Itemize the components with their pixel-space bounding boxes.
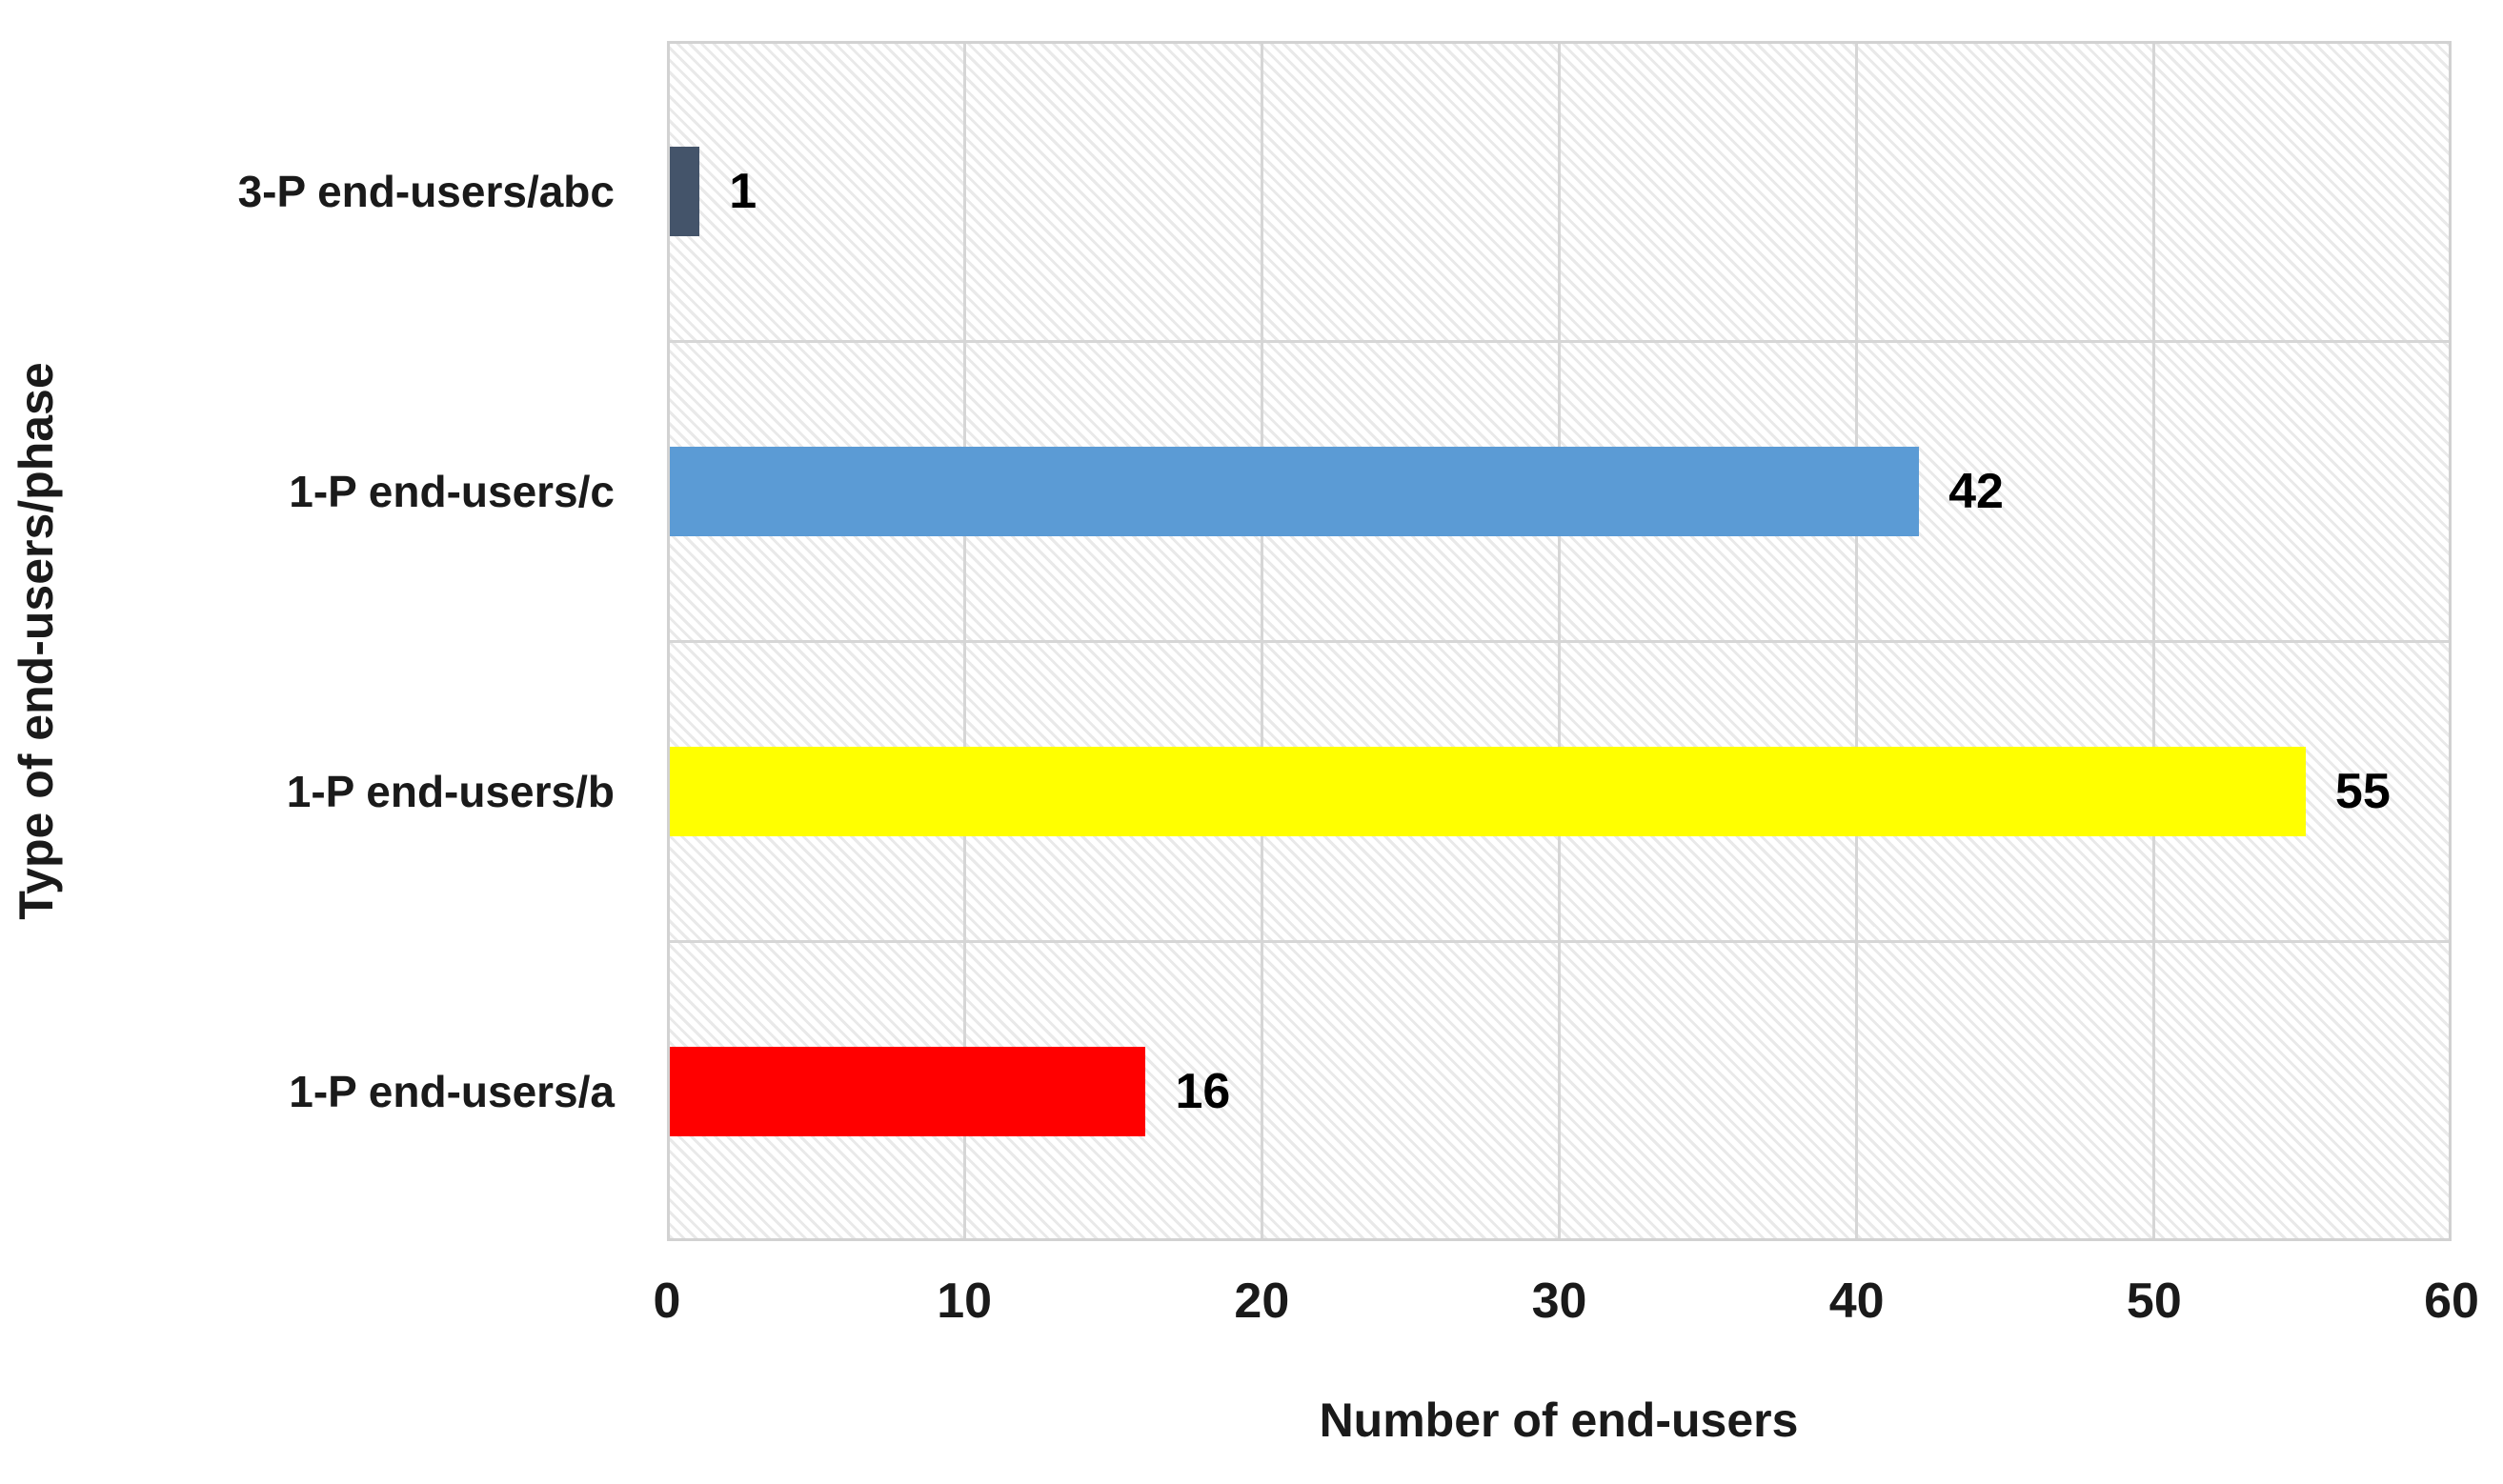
bar-value-label: 55: [2334, 763, 2391, 819]
y-axis-title: Type of end-users/phase: [10, 362, 63, 920]
category-label: 1-P end-users/c: [289, 466, 615, 516]
x-tick-label: 0: [653, 1273, 681, 1329]
gridline-horizontal: [670, 939, 2449, 943]
bar-value-label: 1: [729, 163, 757, 219]
x-tick-label: 60: [2424, 1273, 2479, 1329]
x-tick-label: 50: [2126, 1273, 2182, 1329]
x-tick-label: 30: [1531, 1273, 1587, 1329]
gridline-horizontal: [670, 639, 2449, 643]
plot-area: [667, 41, 2452, 1241]
x-tick-label: 40: [1828, 1273, 1885, 1329]
bar-1-p-end-users-b: [670, 746, 2306, 836]
bar-3-p-end-users-abc: [670, 146, 700, 236]
bar-1-p-end-users-a: [670, 1046, 1146, 1136]
bar-1-p-end-users-c: [670, 446, 1920, 536]
bar-value-label: 16: [1175, 1063, 1231, 1119]
x-tick-label: 10: [937, 1273, 993, 1329]
category-label: 3-P end-users/abc: [237, 166, 615, 216]
gridline-horizontal: [670, 339, 2449, 343]
x-axis-title: Number of end-users: [1319, 1394, 1799, 1447]
category-label: 1-P end-users/b: [286, 766, 615, 816]
bar-value-label: 42: [1948, 463, 2004, 519]
category-label: 1-P end-users/a: [289, 1066, 615, 1116]
x-tick-label: 20: [1234, 1273, 1290, 1329]
